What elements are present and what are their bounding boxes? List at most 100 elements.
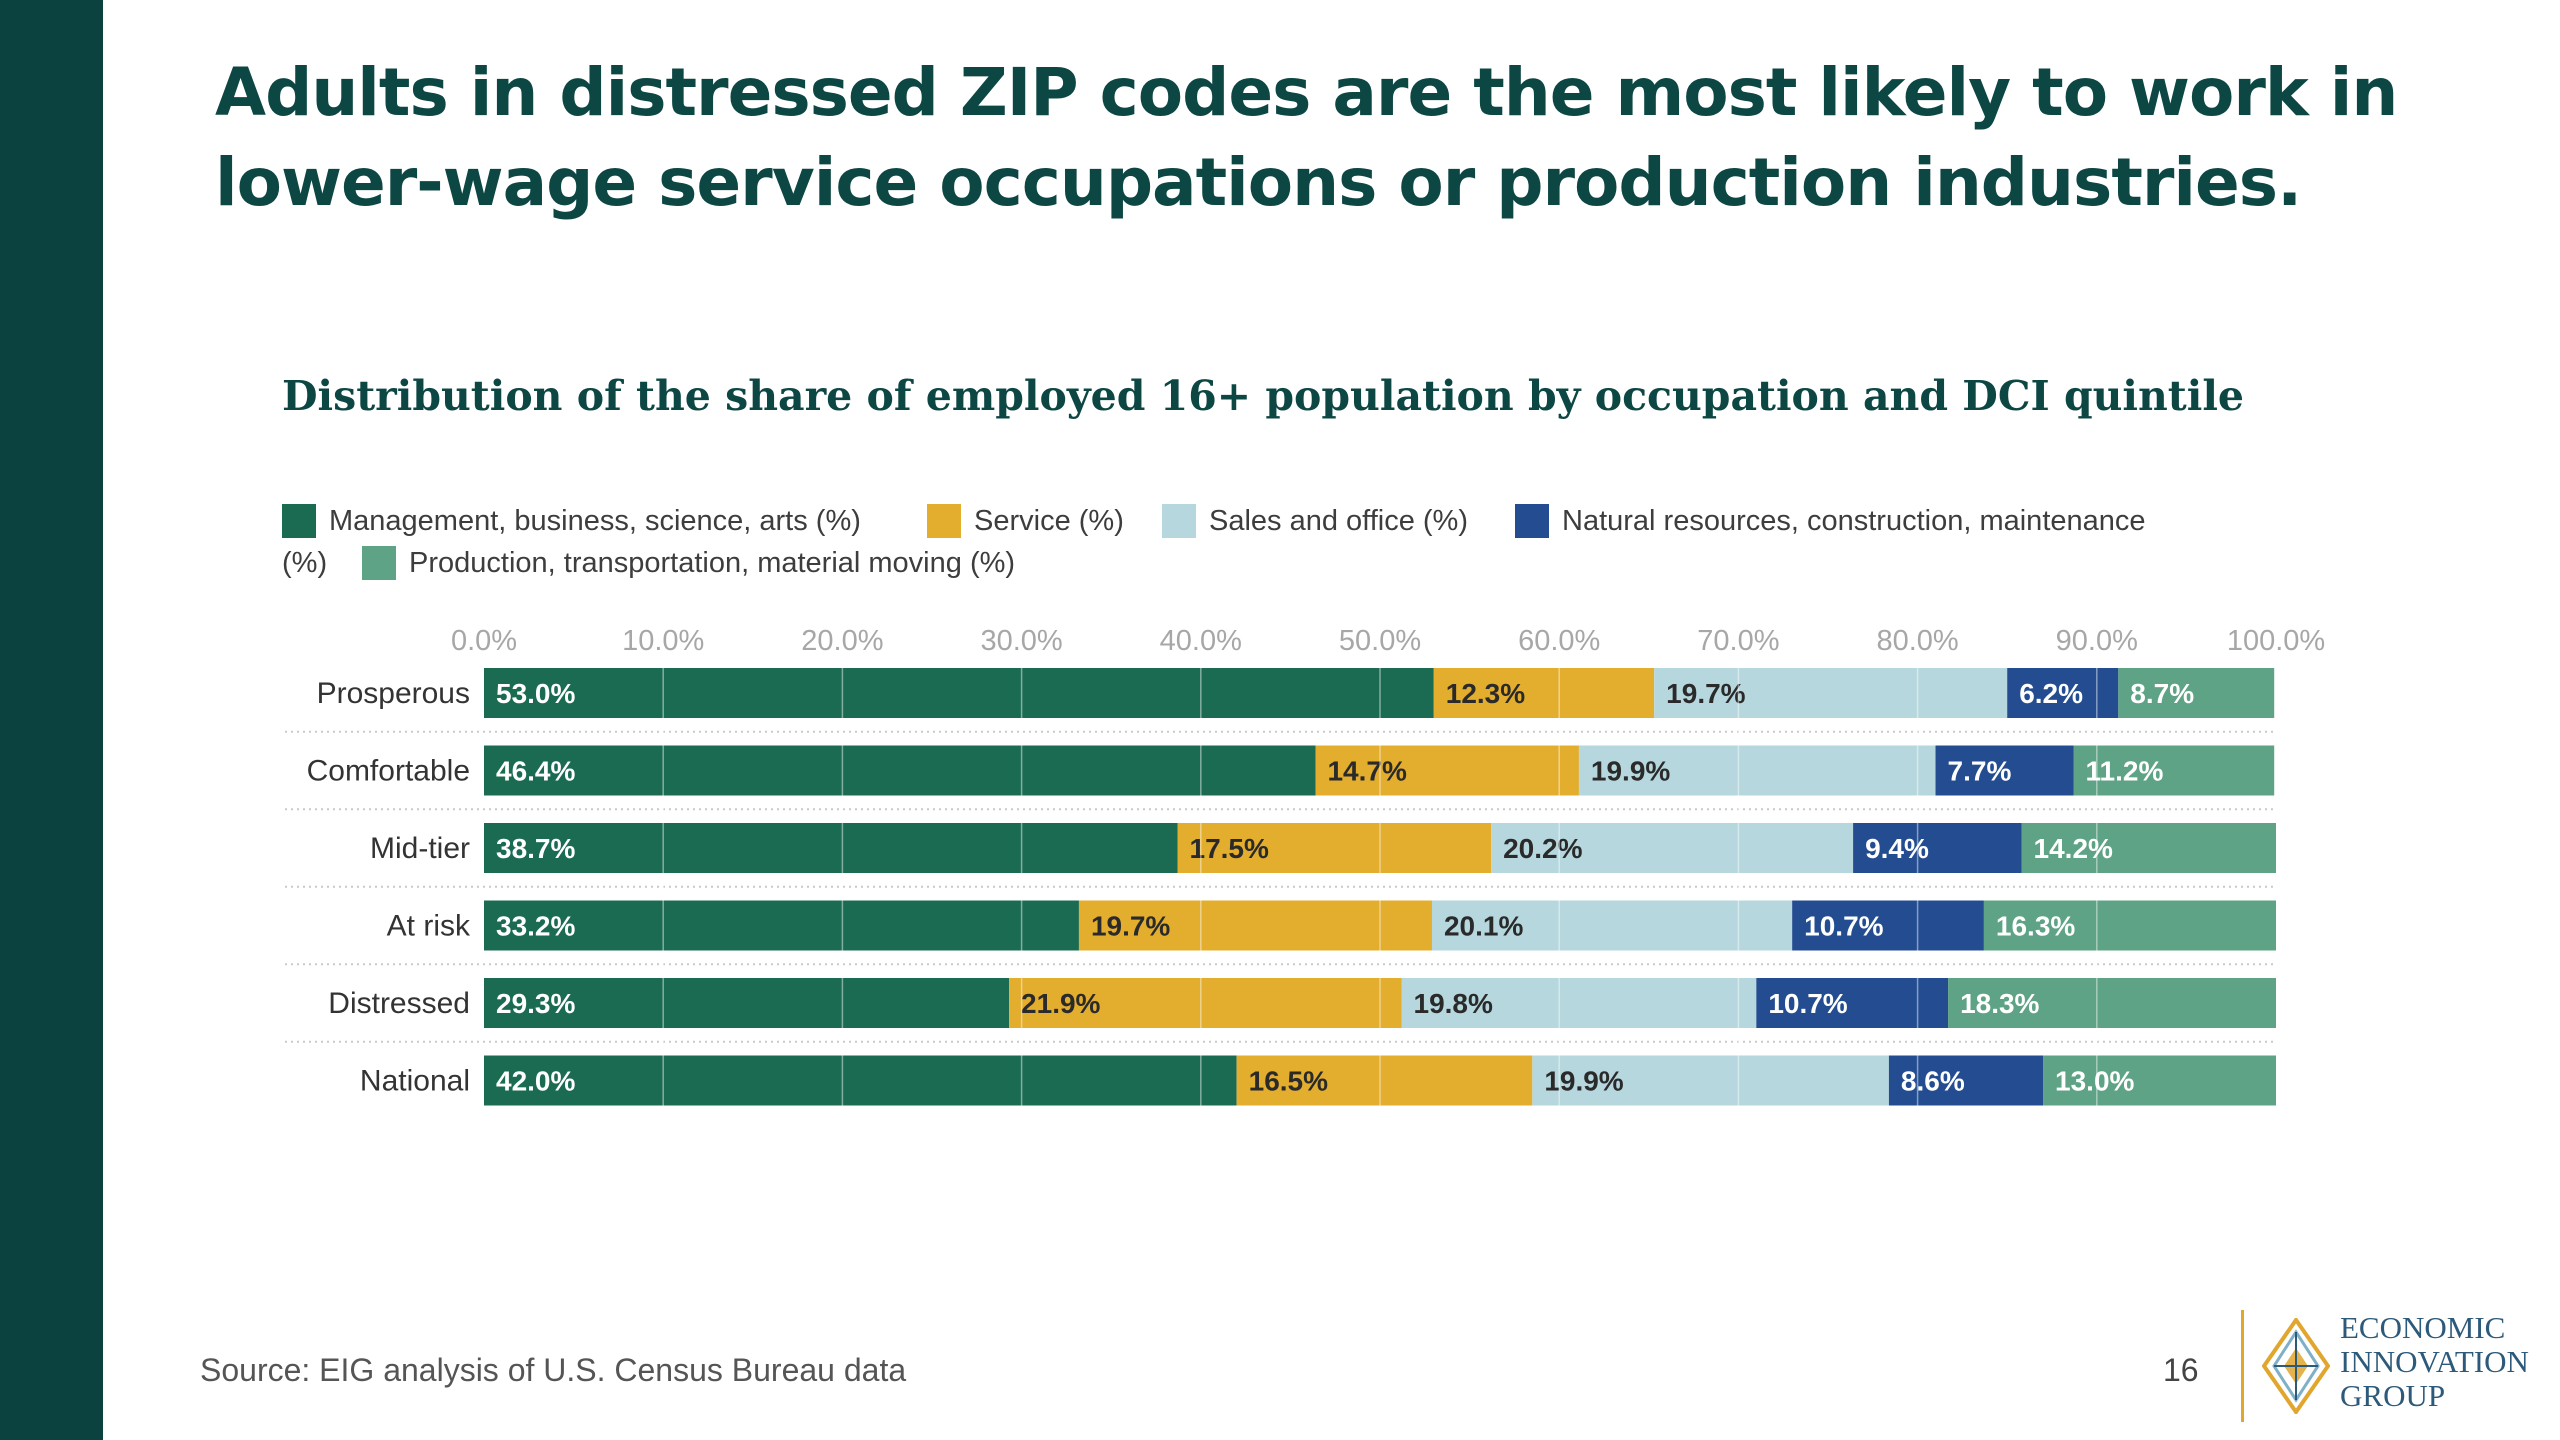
left-accent-bar [0,0,103,1440]
bar-segment-management-business-science-arts [484,900,1079,951]
logo-line-3: GROUP [2340,1378,2446,1413]
bar-segment-natural-resources-construction-maintenance [1888,1055,2044,1106]
data-label: 33.2% [496,911,575,942]
data-label: 42.0% [496,1066,575,1097]
data-label: 6.2% [2019,678,2083,709]
data-label: 19.9% [1544,1066,1623,1097]
bar-segment-production-transportation-material-moving [1983,900,2276,951]
x-tick-label: 50.0% [1339,625,1421,657]
data-label: 21.9% [1021,988,1100,1019]
bar-segment-management-business-science-arts [484,668,1434,718]
data-label: 7.7% [1948,756,2012,787]
legend-row-2: (%) Production, transportation, material… [282,542,2242,584]
bar-segment-sales-and-office [1654,668,2008,718]
category-label: National [360,1065,470,1098]
data-label: 9.4% [1865,833,1929,864]
x-tick-label: 30.0% [980,625,1062,657]
x-tick-label: 80.0% [1876,625,1958,657]
legend-item-sales: Sales and office (%) [1162,500,1468,542]
bar-segment-management-business-science-arts [484,823,1178,873]
logo-line-2: INNOVATION [2340,1344,2529,1379]
data-label: 20.1% [1444,911,1523,942]
data-label: 46.4% [496,756,575,787]
data-label: 38.7% [496,833,575,864]
bar-segment-service [1236,1055,1533,1106]
data-label: 20.2% [1503,833,1582,864]
legend-swatch-service [927,504,961,538]
legend-swatch-sales [1162,504,1196,538]
data-label: 16.3% [1996,911,2075,942]
data-label: 19.7% [1091,911,1170,942]
legend-item-management: Management, business, science, arts (%) [282,500,861,542]
bar-segment-natural-resources-construction-maintenance [1792,900,1984,951]
category-label: Prosperous [317,677,470,710]
eig-logo-wordmark: ECONOMIC INNOVATION GROUP [2340,1311,2529,1413]
eig-logo-icon [2262,1318,2330,1414]
data-label: 12.3% [1446,678,1525,709]
legend-item-service: Service (%) [927,500,1124,542]
bar-segment-production-transportation-material-moving [1948,978,2276,1028]
bar-segment-management-business-science-arts [484,745,1316,796]
legend-item-natural-resources: Natural resources, construction, mainten… [1515,500,2146,542]
bar-segment-sales-and-office [1491,823,1854,873]
bar-segment-production-transportation-material-moving [2118,668,2275,718]
legend-swatch-production [362,546,396,580]
data-label: 10.7% [1804,911,1883,942]
data-label: 11.2% [2086,756,2164,787]
data-label: 16.5% [1249,1066,1328,1097]
bar-segment-natural-resources-construction-maintenance [1853,823,2022,873]
bar-segment-sales-and-office [1578,745,1936,796]
bar-segment-management-business-science-arts [484,1055,1237,1106]
bar-segment-production-transportation-material-moving [2073,745,2275,796]
bar-segment-service [1315,745,1579,796]
data-label: 18.3% [1960,988,2039,1019]
logo-divider [2241,1310,2244,1422]
category-label: Distressed [328,987,470,1020]
legend-label-natural-resources: Natural resources, construction, mainten… [1562,504,2146,537]
x-tick-label: 10.0% [622,625,704,657]
bar-segment-sales-and-office [1401,978,1757,1028]
bar-segment-sales-and-office [1532,1055,1889,1106]
data-label: 14.2% [2034,833,2113,864]
legend-label-service: Service (%) [974,504,1124,537]
x-tick-label: 40.0% [1160,625,1242,657]
category-label: At risk [387,910,471,943]
data-label: 8.6% [1901,1066,1965,1097]
category-label: Mid-tier [370,832,470,865]
x-tick-label: 0.0% [451,625,517,657]
x-tick-label: 20.0% [801,625,883,657]
page-number: 16 [2163,1352,2199,1388]
bar-segment-production-transportation-material-moving [2021,823,2276,873]
bar-segment-natural-resources-construction-maintenance [1756,978,1949,1028]
bar-segment-service [1078,900,1432,951]
data-label: 53.0% [496,678,575,709]
bar-segment-natural-resources-construction-maintenance [1935,745,2074,796]
data-label: 19.9% [1591,756,1670,787]
bar-segment-service [1177,823,1492,873]
bar-segment-sales-and-office [1431,900,1793,951]
headline-line-2: lower-wage service occupations or produc… [215,144,2302,221]
bar-segment-production-transportation-material-moving [2043,1055,2276,1106]
data-label: 10.7% [1768,988,1847,1019]
legend-swatch-management [282,504,316,538]
data-label: 19.7% [1666,678,1745,709]
legend-label-sales: Sales and office (%) [1209,504,1468,537]
headline-line-1: Adults in distressed ZIP codes are the m… [215,54,2398,131]
slide-headline: Adults in distressed ZIP codes are the m… [215,48,2415,228]
bar-segment-service [1433,668,1655,718]
x-tick-label: 90.0% [2056,625,2138,657]
logo-line-1: ECONOMIC [2340,1310,2506,1345]
bar-segment-service [1009,978,1402,1028]
data-label: 8.7% [2130,678,2194,709]
stacked-bar-chart: 0.0% 10.0% 20.0% 30.0% 40.0% 50.0% 60.0% 70.0% 8… [285,625,2325,1106]
data-label: 17.5% [1190,833,1269,864]
data-label: 19.8% [1414,988,1493,1019]
legend-row-1: Management, business, science, arts (%) … [282,500,2242,542]
data-label: 14.7% [1327,756,1406,787]
data-label: 29.3% [496,988,575,1019]
chart-title: Distribution of the share of employed 16… [282,372,2244,420]
legend-label-natural-resources-tail: (%) [282,547,328,579]
legend-item-production: Production, transportation, material mov… [362,542,1015,584]
x-tick-label: 70.0% [1697,625,1779,657]
chart-legend: Management, business, science, arts (%) … [282,500,2242,584]
